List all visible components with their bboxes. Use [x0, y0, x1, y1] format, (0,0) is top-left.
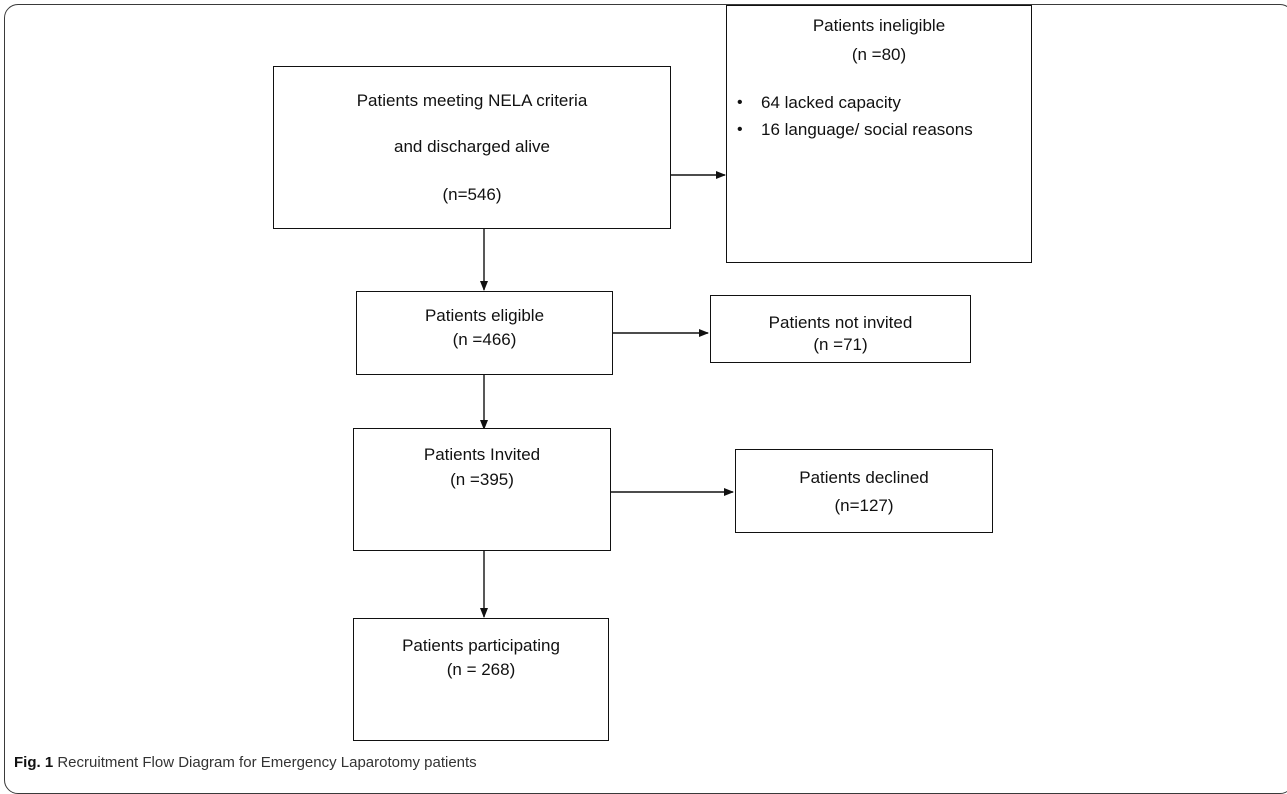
node-ineligible-count: (n =80) [851, 45, 907, 64]
node-meeting-line1: Patients meeting NELA criteria [356, 91, 588, 110]
node-eligible: Patients eligible (n =466) [356, 291, 613, 375]
node-ineligible-title: Patients ineligible [812, 16, 946, 35]
figure-caption-text: Recruitment Flow Diagram for Emergency L… [57, 754, 477, 771]
node-meeting-count: (n=546) [442, 185, 502, 204]
node-invited: Patients Invited (n =395) [353, 428, 611, 551]
node-eligible-count: (n =466) [452, 330, 517, 349]
ineligible-reasons-list: 64 lacked capacity 16 language/ social r… [737, 89, 973, 143]
node-invited-title: Patients Invited [423, 445, 541, 464]
node-participating-title: Patients participating [402, 636, 560, 655]
node-declined: Patients declined (n=127) [735, 449, 993, 533]
figure-caption: Fig. 1 Recruitment Flow Diagram for Emer… [14, 754, 477, 771]
ineligible-reason-item: 16 language/ social reasons [737, 116, 973, 143]
node-not-invited-title: Patients not invited [768, 313, 913, 332]
node-meeting-line2: and discharged alive [394, 137, 550, 156]
ineligible-reason-item: 64 lacked capacity [737, 89, 973, 116]
node-declined-title: Patients declined [799, 468, 929, 487]
node-declined-count: (n=127) [834, 496, 894, 515]
node-participating: Patients participating (n = 268) [353, 618, 609, 741]
node-invited-count: (n =395) [450, 470, 514, 489]
node-eligible-title: Patients eligible [424, 306, 545, 325]
node-ineligible: Patients ineligible (n =80) 64 lacked ca… [726, 5, 1032, 263]
figure-label: Fig. 1 [14, 754, 54, 771]
node-not-invited: Patients not invited (n =71) [710, 295, 971, 363]
node-participating-count: (n = 268) [446, 660, 516, 679]
node-not-invited-count: (n =71) [813, 335, 868, 354]
node-meeting-criteria: Patients meeting NELA criteria and disch… [273, 66, 671, 229]
